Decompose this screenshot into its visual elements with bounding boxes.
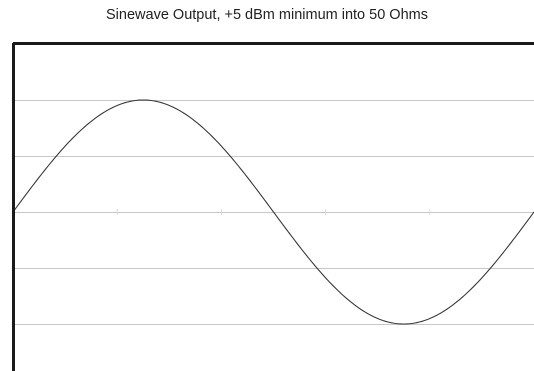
sinewave-series-line — [12, 99, 534, 325]
x-axis-ticks — [116, 209, 431, 215]
chart-title: Sinewave Output, +5 dBm minimum into 50 … — [106, 7, 428, 23]
